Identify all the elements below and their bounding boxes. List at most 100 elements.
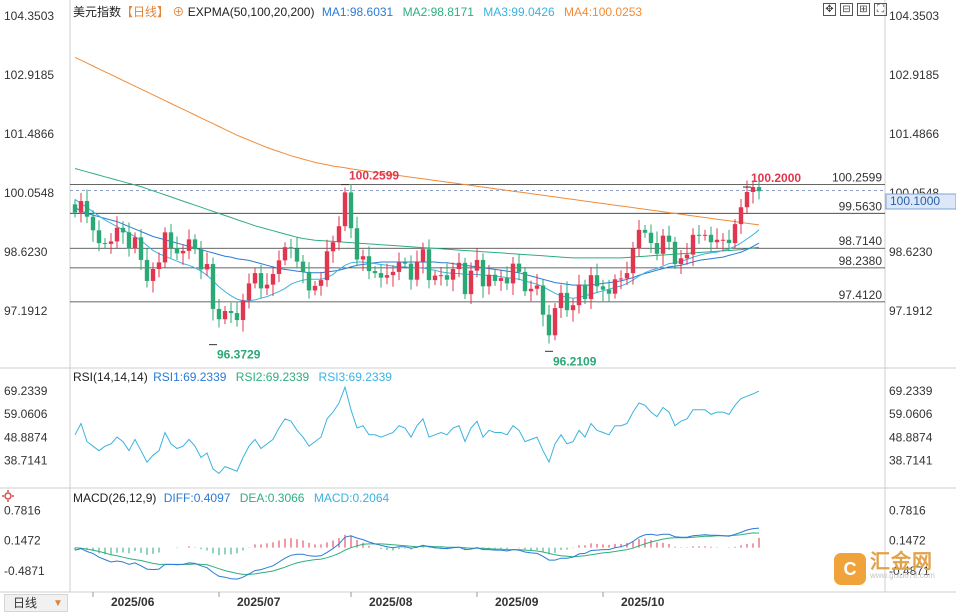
rsi-tick-left: 38.7141 bbox=[4, 453, 48, 467]
price-tick-left: 98.6230 bbox=[4, 245, 48, 259]
rsi-tick-right: 59.0606 bbox=[889, 407, 933, 421]
price-tick-right: 98.6230 bbox=[889, 245, 933, 259]
candle-body bbox=[630, 248, 636, 274]
candle-body bbox=[204, 264, 210, 270]
fit-screen-icon[interactable]: ✥ bbox=[823, 3, 836, 16]
rsi-header: RSI(14,14,14) RSI1:69.2339 RSI2:69.2339 … bbox=[73, 370, 392, 384]
candle-body bbox=[558, 292, 564, 309]
rsi1-label: RSI1:69.2339 bbox=[153, 370, 227, 384]
fullscreen-icon[interactable]: ⛶ bbox=[874, 3, 887, 16]
candle-body bbox=[384, 275, 390, 278]
candle-body bbox=[612, 279, 618, 294]
candle-body bbox=[288, 247, 294, 249]
horizontal-levels: 100.2599 99.5630 98.7140 98.2380 97.4120 bbox=[70, 171, 885, 303]
candle-body bbox=[306, 271, 312, 291]
candle-body bbox=[432, 275, 438, 281]
candle-body bbox=[78, 201, 84, 213]
level-label: 98.7140 bbox=[839, 234, 883, 248]
candle-body bbox=[714, 239, 720, 243]
candle-body bbox=[750, 187, 756, 192]
candle-body bbox=[144, 259, 150, 281]
indicator-name[interactable]: EXPMA(50,100,20,200) bbox=[187, 5, 315, 19]
price-tick-left: 100.0548 bbox=[4, 186, 54, 200]
candle-body bbox=[600, 286, 606, 290]
candle-body bbox=[444, 275, 450, 280]
candle-body bbox=[552, 308, 558, 336]
candle-body bbox=[294, 248, 300, 262]
level-label: 98.2380 bbox=[839, 254, 883, 268]
candle-body bbox=[90, 216, 96, 231]
last-price-marker bbox=[885, 193, 956, 210]
candle-body bbox=[264, 284, 270, 289]
candle-body bbox=[258, 273, 264, 289]
candle-body bbox=[756, 187, 762, 192]
candle-body bbox=[408, 263, 414, 280]
level-label: 97.4120 bbox=[839, 288, 883, 302]
rsi-line bbox=[74, 385, 760, 475]
candle-body bbox=[672, 241, 678, 265]
price-tick-right: 97.1912 bbox=[889, 304, 933, 318]
candle-body bbox=[216, 308, 222, 320]
candle-body bbox=[348, 192, 354, 229]
candle-body bbox=[270, 273, 276, 285]
price-axis-labels: 104.3503 104.3503 102.9185 102.9185 101.4866… bbox=[4, 9, 939, 318]
candle-body bbox=[708, 234, 714, 243]
candle-body bbox=[132, 237, 138, 249]
macd-name[interactable]: MACD(26,12,9) bbox=[73, 491, 157, 505]
chart-header: 美元指数【日线】 ⊕ EXPMA(50,100,20,200) MA1:98.6… bbox=[73, 3, 642, 20]
zoom-out-icon[interactable]: ⊟ bbox=[840, 3, 853, 16]
expand-circle-icon[interactable]: ⊕ bbox=[172, 5, 185, 19]
price-tick-left: 104.3503 bbox=[4, 9, 54, 23]
rsi-tick-right: 69.2339 bbox=[889, 384, 933, 398]
candle-body bbox=[696, 234, 702, 236]
candle-body bbox=[168, 232, 174, 248]
watermark-logo-icon: C bbox=[834, 553, 866, 585]
candle-body bbox=[438, 275, 444, 277]
macd-tick-left: 0.7816 bbox=[4, 503, 41, 517]
candle-body bbox=[606, 289, 612, 294]
time-label: 2025/09 bbox=[495, 595, 539, 609]
ema100-line bbox=[74, 168, 760, 259]
candle-body bbox=[726, 239, 732, 244]
time-label: 2025/10 bbox=[621, 595, 665, 609]
annotation-label: 96.3729 bbox=[217, 348, 261, 362]
candle-body bbox=[588, 275, 594, 300]
macd-tick-left: -0.4871 bbox=[4, 564, 45, 578]
candle-body bbox=[510, 263, 516, 284]
candle-body bbox=[390, 271, 396, 276]
candle-body bbox=[738, 207, 744, 225]
candle-body bbox=[402, 262, 408, 264]
period-label[interactable]: 【日线】 bbox=[121, 5, 170, 19]
candle-body bbox=[528, 288, 534, 292]
candle-body bbox=[354, 228, 360, 260]
zoom-in-icon[interactable]: ⊞ bbox=[857, 3, 870, 16]
candle-body bbox=[456, 262, 462, 269]
candle-body bbox=[654, 243, 660, 254]
period-select-button[interactable]: 日线 ▼ bbox=[4, 594, 68, 612]
time-label: 2025/06 bbox=[111, 595, 155, 609]
candle-body bbox=[318, 280, 324, 286]
candle-body bbox=[720, 239, 726, 241]
candle-body bbox=[252, 273, 258, 284]
candle-body bbox=[162, 232, 168, 263]
candle-body bbox=[426, 249, 432, 281]
candle-body bbox=[330, 242, 336, 252]
candle-body bbox=[636, 229, 642, 249]
ema200-line bbox=[74, 56, 760, 226]
candle-body bbox=[174, 248, 180, 254]
candle-body bbox=[96, 230, 102, 244]
candle-body bbox=[210, 264, 216, 309]
gear-icon[interactable] bbox=[2, 490, 14, 502]
time-axis-labels: 2025/06 2025/07 2025/08 2025/09 2025/10 bbox=[92, 592, 665, 609]
candles bbox=[72, 177, 762, 344]
candle-body bbox=[468, 270, 474, 295]
candle-body bbox=[480, 259, 486, 287]
rsi-name[interactable]: RSI(14,14,14) bbox=[73, 370, 148, 384]
candle-body bbox=[120, 227, 126, 233]
macd-tick-right: -0.4871 bbox=[889, 564, 930, 578]
diff-label: DIFF:0.4097 bbox=[163, 491, 231, 505]
candle-body bbox=[690, 234, 696, 255]
candle-body bbox=[234, 313, 240, 321]
ma4-label: MA4:100.0253 bbox=[564, 5, 643, 19]
